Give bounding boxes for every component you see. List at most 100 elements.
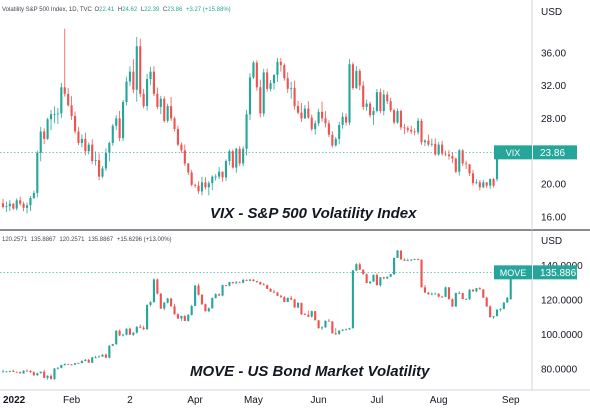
move-candle-body [423,287,427,293]
vix-candle-body [451,156,454,159]
move-candle-body [296,302,300,308]
vix-candle-body [248,77,252,115]
move-price-badge-text: 135.8867 [540,268,582,279]
vix-candle-body [156,93,159,107]
move-candle-body [417,259,420,261]
vix-candle-body [454,158,457,172]
move-candle-body [338,330,341,334]
move-candle-body [290,297,293,300]
move-candle-body [97,356,101,358]
move-candle-body [320,327,324,329]
vix-candle-body [441,144,444,154]
move-candle-body [375,274,378,286]
vix-candle-body [334,138,337,146]
move-candle-body [36,373,39,376]
move-candle-body [485,297,488,307]
vix-candle-body [97,160,101,177]
vix-candle-body [492,179,495,186]
vix-candle-body [56,113,59,115]
vix-candle-body [310,117,313,130]
move-candle-body [228,282,231,286]
vix-candle-body [46,119,49,139]
move-candle-body [104,354,107,358]
vix-candle-body [279,61,282,66]
move-candle-body [60,365,63,368]
vix-candle-body [375,92,378,112]
vix-candle-body [358,70,361,86]
move-candle-body [327,320,330,322]
move-candle-body [410,259,413,261]
vix-candle-body [87,144,90,152]
move-candle-body [156,279,159,294]
move-candle-body [29,370,32,373]
move-candle-body [46,375,49,378]
vix-candle-body [296,106,300,113]
move-name-badge [494,265,532,280]
move-candle-body [32,372,35,376]
vix-candle-body [12,203,15,209]
vix-candle-body [396,111,399,123]
vix-candle-body [108,143,111,153]
move-name-badge-text: MOVE [500,268,527,278]
vix-candle-body [471,173,475,184]
move-candle-body [163,302,166,309]
move-candle-body [197,285,200,295]
move-candle-body [283,297,286,302]
move-candle-body [73,363,77,365]
move-price-badge [533,265,577,280]
move-candle-body [471,289,475,292]
vix-candle-body [485,182,488,186]
move-candle-body [187,314,190,321]
vix-candle-body [77,131,80,143]
vix-candle-body [73,115,77,132]
vix-candle-body [101,168,104,177]
move-candle-body [204,304,207,312]
vix-candle-body [43,131,46,139]
time-axis-label: May [244,395,263,406]
move-candle-body [132,332,135,335]
move-candle-body [348,328,351,330]
move-candle-body [403,259,406,261]
move-candle-body [427,292,430,295]
move-candle-body [389,274,392,277]
vix-candle-body [49,114,53,120]
vix-candle-body [139,46,142,94]
vix-candle-body [180,144,183,151]
vix-candle-body [393,110,396,123]
vix-candle-body [286,78,289,89]
vix-candle-body [221,171,224,178]
vix-candle-body [94,160,97,162]
time-axis-label: Apr [187,395,203,406]
move-candle-body [399,250,403,260]
vix-candle-body [197,185,200,192]
vix-candle-body [152,71,156,94]
vix-candle-body [434,143,437,155]
vix-candle-body [478,182,481,188]
vix-candle-body [224,161,228,178]
vix-candle-body [300,112,303,119]
vix-price-badge-text: 23.86 [540,148,565,159]
move-candle-body [303,314,306,316]
move-candle-body [478,288,481,290]
move-candle-body [248,279,252,281]
move-candle-body [125,328,128,335]
vix-candle-body [475,182,478,184]
move-candle-body [39,371,42,374]
vix-candle-body [125,81,128,102]
move-candle-body [22,370,25,374]
vix-candle-body [307,108,310,118]
move-candle-body [434,293,437,295]
vix-candle-body [269,83,272,89]
move-candle-body [461,293,464,300]
move-candle-body [242,279,245,283]
move-candle-body [495,309,499,317]
move-candle-body [386,276,389,279]
vix-candle-body [372,111,375,116]
vix-candle-body [63,87,66,94]
move-candle-body [468,289,471,300]
vix-candle-body [228,151,231,162]
vix-candle-body [331,134,334,146]
move-annotation: MOVE - US Bond Market Volatility [190,363,430,380]
vix-candle-body [420,120,423,143]
move-candle-body [252,279,255,282]
